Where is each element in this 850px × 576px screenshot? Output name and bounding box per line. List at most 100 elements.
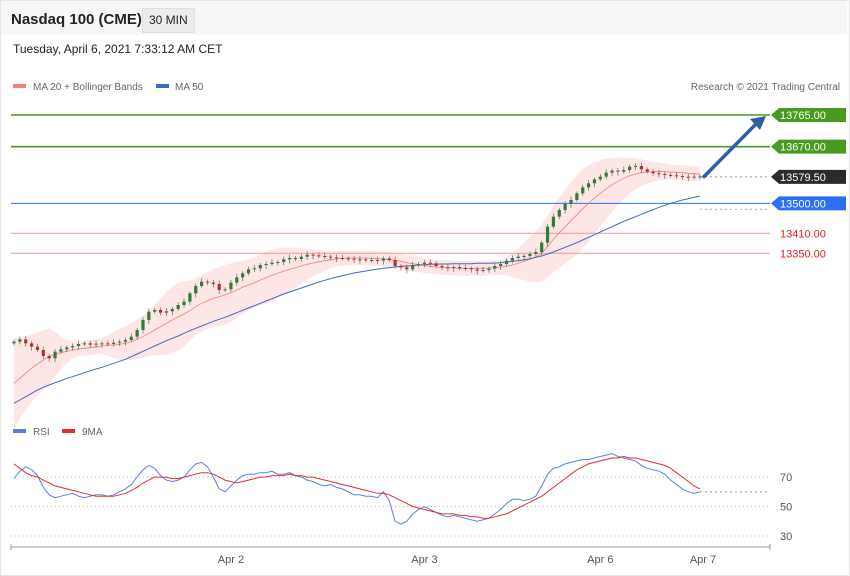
candle-body <box>551 216 556 227</box>
candle-body <box>516 256 520 258</box>
rsi-tick-label: 50 <box>780 502 792 514</box>
rsi-legend-swatch <box>13 429 26 433</box>
candle-body <box>12 341 16 344</box>
candle-body <box>381 258 385 261</box>
candle-body <box>340 258 344 259</box>
candle-body <box>182 301 186 305</box>
pivot-price-label: 13500.00 <box>780 198 826 210</box>
candle-body <box>469 268 473 270</box>
candle-body <box>147 311 151 320</box>
forecast-arrow-head <box>750 116 766 130</box>
resistance-price-label: 13765.00 <box>780 110 826 122</box>
candle-body <box>141 320 145 330</box>
resistance-price-tag <box>771 108 846 122</box>
time-tick-label: Apr 7 <box>690 554 716 566</box>
candle-body <box>329 256 333 258</box>
candle-body <box>317 255 321 257</box>
candle-body <box>258 265 262 269</box>
chart-title: Nasdaq 100 (CME) <box>11 11 142 28</box>
rsi-line <box>13 453 701 525</box>
ma50-legend-swatch <box>156 84 169 88</box>
candle-body <box>499 264 503 266</box>
candle-body <box>493 266 497 269</box>
candle-body <box>88 343 92 345</box>
candle-body <box>393 260 397 266</box>
candle-body <box>346 258 350 260</box>
ma50-legend-label: MA 50 <box>175 82 204 93</box>
time-axis: Apr 2 Apr 3 Apr 6 Apr 7 <box>10 544 771 566</box>
candle-body <box>692 176 696 178</box>
candle-body <box>59 349 63 352</box>
candle-body <box>82 343 86 345</box>
candle-body <box>293 258 298 259</box>
candle-body <box>622 170 626 172</box>
ma20-legend-label: MA 20 + Bollinger Bands <box>33 82 143 93</box>
time-tick-label: Apr 3 <box>411 554 437 566</box>
resistance-price-label: 13670.00 <box>780 142 826 154</box>
candle-body <box>375 260 380 261</box>
candle-body <box>633 166 638 167</box>
rsi-legend-label: RSI <box>33 427 50 438</box>
candle-body <box>440 266 444 268</box>
candle-body <box>669 175 673 176</box>
candle-body <box>53 351 57 359</box>
candle-body <box>100 343 104 345</box>
candle-body <box>299 256 303 259</box>
candle-body <box>129 336 133 340</box>
rsi-tick-label: 70 <box>780 472 792 484</box>
candle-body <box>686 176 690 178</box>
ma50-line <box>13 195 701 404</box>
candle-body <box>586 183 591 188</box>
candle-body <box>528 254 532 256</box>
candle-body <box>540 242 544 252</box>
candle-body <box>153 310 157 312</box>
rsi-ma-line <box>13 455 701 519</box>
candle-body <box>370 260 374 261</box>
candle-body <box>252 268 256 270</box>
ma20-legend-swatch <box>13 84 26 88</box>
candle-body <box>475 269 479 271</box>
support-label: 13410.00 <box>780 228 826 240</box>
candle-body <box>639 166 643 170</box>
candle-body <box>94 343 98 345</box>
candle-body <box>176 305 180 309</box>
candle-body <box>200 281 204 286</box>
candle-body <box>628 166 632 170</box>
candle-body <box>674 175 679 177</box>
candle-body <box>616 170 620 172</box>
candle-body <box>428 262 432 264</box>
timeframe-badge[interactable]: 30 MIN <box>142 8 195 33</box>
candle-body <box>123 340 128 342</box>
candle-body <box>557 210 561 217</box>
candle-body <box>657 173 661 175</box>
candle-body <box>352 258 356 260</box>
candle-body <box>663 174 667 175</box>
resistance-price-tag <box>771 139 846 154</box>
candle-body <box>18 339 22 342</box>
candle-body <box>47 356 51 359</box>
current-price-label: 13579.50 <box>780 172 826 184</box>
candle-body <box>71 346 75 348</box>
candle-body <box>598 176 602 180</box>
candle-body <box>534 252 538 254</box>
candle-body <box>592 179 597 184</box>
candle-body <box>399 266 403 268</box>
rsi-ma-legend-label: 9MA <box>82 427 103 438</box>
candle-body <box>458 267 462 268</box>
rsi-panel: 70 50 30 <box>11 453 792 543</box>
support-label: 13350.00 <box>780 248 826 260</box>
candle-body <box>698 176 702 178</box>
candle-body <box>311 254 315 256</box>
candle-body <box>282 259 286 262</box>
candle-body <box>229 282 233 290</box>
rsi-tick-label: 30 <box>780 531 792 543</box>
report-datetime: Tuesday, April 6, 2021 7:33:12 AM CET <box>13 42 223 56</box>
candle-body <box>223 289 227 291</box>
credit-text: Research © 2021 Trading Central <box>691 82 840 93</box>
candle-body <box>241 273 245 278</box>
candle-body <box>76 344 81 346</box>
candle-body <box>106 343 110 345</box>
header-bar: Nasdaq 100 (CME) 30 MIN <box>1 1 847 35</box>
ma20-line <box>13 170 701 384</box>
